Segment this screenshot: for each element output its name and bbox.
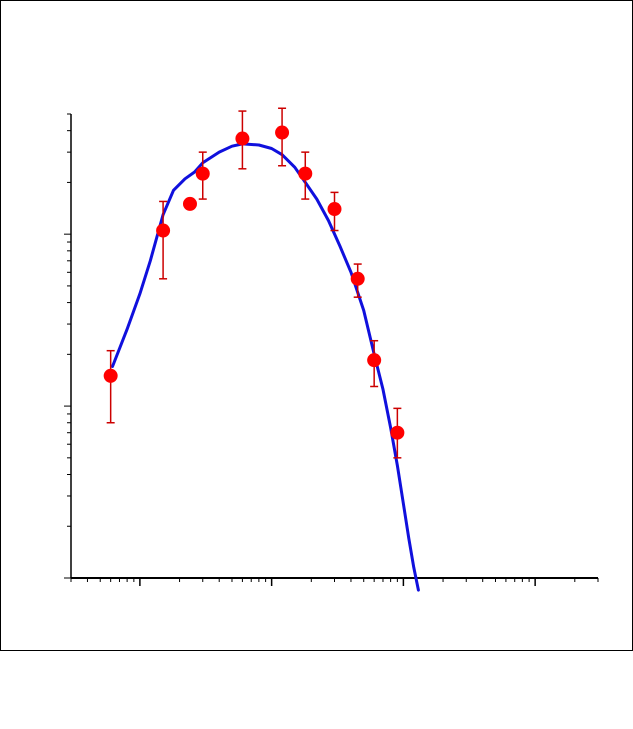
data-point xyxy=(235,131,250,146)
points-layer xyxy=(103,125,405,440)
data-point xyxy=(195,166,210,181)
data-point xyxy=(182,196,197,211)
data-point xyxy=(350,271,365,286)
data-point xyxy=(156,223,171,238)
figure-frame xyxy=(0,0,633,651)
data-point xyxy=(103,368,118,383)
data-point xyxy=(390,425,405,440)
data-point xyxy=(327,202,342,217)
data-point xyxy=(275,125,290,140)
data-point xyxy=(367,353,382,368)
data-point xyxy=(298,166,313,181)
axes xyxy=(64,113,599,586)
